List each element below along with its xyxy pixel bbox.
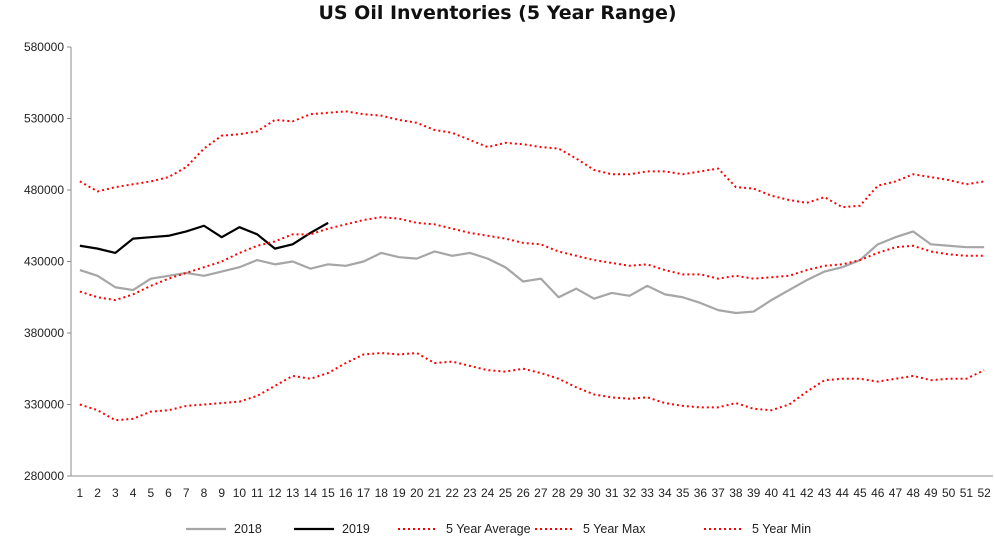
x-tick-label: 43: [818, 486, 832, 500]
x-tick-label: 18: [375, 486, 389, 500]
y-tick-label: 330000: [24, 398, 64, 412]
y-tick-label: 480000: [24, 183, 64, 197]
x-tick-label: 8: [201, 486, 208, 500]
x-tick-label: 13: [286, 486, 300, 500]
x-tick-label: 30: [587, 486, 601, 500]
y-tick-label: 280000: [24, 469, 64, 483]
x-tick-label: 42: [800, 486, 814, 500]
x-tick-label: 25: [499, 486, 513, 500]
x-tick-label: 24: [481, 486, 495, 500]
x-tick-label: 19: [392, 486, 406, 500]
x-tick-label: 38: [729, 486, 743, 500]
y-tick-label: 580000: [24, 40, 64, 54]
y-tick-label: 530000: [24, 112, 64, 126]
x-tick-label: 45: [853, 486, 867, 500]
x-tick-label: 39: [747, 486, 761, 500]
x-tick-label: 36: [694, 486, 708, 500]
x-tick-label: 1: [77, 486, 84, 500]
series-line-0: [79, 230, 985, 315]
x-tick-label: 34: [658, 486, 672, 500]
x-tick-label: 5: [147, 486, 154, 500]
x-tick-label: 10: [233, 486, 247, 500]
x-tick-label: 23: [463, 486, 477, 500]
x-tick-label: 15: [321, 486, 335, 500]
x-tick-label: 44: [836, 486, 850, 500]
x-tick-label: 9: [218, 486, 225, 500]
series-line-1: [79, 221, 329, 255]
legend-label-2: 5 Year Average: [446, 522, 531, 536]
x-tick-label: 46: [871, 486, 885, 500]
x-tick-label: 7: [183, 486, 190, 500]
series-line-2: [79, 216, 985, 302]
x-tick-label: 52: [977, 486, 991, 500]
x-tick-label: 31: [605, 486, 619, 500]
x-tick-label: 11: [251, 486, 264, 500]
x-tick-label: 17: [357, 486, 371, 500]
x-tick-label: 48: [907, 486, 921, 500]
x-tick-label: 35: [676, 486, 690, 500]
series-line-4: [79, 352, 985, 422]
x-tick-label: 4: [130, 486, 137, 500]
x-tick-label: 22: [446, 486, 460, 500]
legend-label-4: 5 Year Min: [752, 522, 811, 536]
x-tick-label: 16: [339, 486, 353, 500]
legend-label-0: 2018: [234, 522, 262, 536]
x-tick-label: 28: [552, 486, 566, 500]
x-tick-label: 51: [960, 486, 974, 500]
x-tick-label: 26: [516, 486, 530, 500]
x-tick-label: 12: [268, 486, 282, 500]
x-tick-label: 3: [112, 486, 119, 500]
x-tick-label: 33: [641, 486, 655, 500]
x-tick-label: 6: [165, 486, 172, 500]
x-tick-label: 14: [304, 486, 318, 500]
x-tick-label: 40: [765, 486, 779, 500]
x-tick-label: 41: [782, 486, 796, 500]
x-tick-label: 2: [94, 486, 101, 500]
x-tick-label: 37: [711, 486, 725, 500]
x-tick-label: 49: [924, 486, 938, 500]
x-tick-label: 50: [942, 486, 956, 500]
x-tick-label: 27: [534, 486, 548, 500]
x-tick-label: 21: [428, 486, 442, 500]
x-tick-label: 20: [410, 486, 424, 500]
legend-label-3: 5 Year Max: [583, 522, 646, 536]
x-tick-label: 47: [889, 486, 903, 500]
x-tick-label: 29: [570, 486, 584, 500]
series-line-3: [79, 110, 985, 209]
y-tick-label: 430000: [24, 255, 64, 269]
x-tick-label: 32: [623, 486, 637, 500]
y-tick-label: 380000: [24, 326, 64, 340]
legend-label-1: 2019: [342, 522, 370, 536]
chart-title: US Oil Inventories (5 Year Range): [318, 2, 677, 24]
